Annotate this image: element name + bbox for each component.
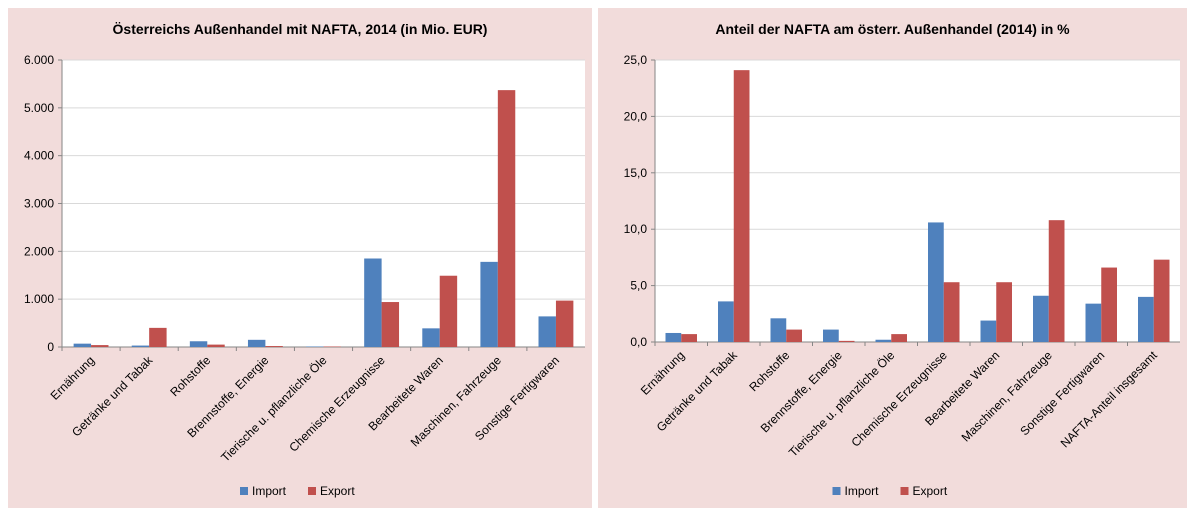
bar bbox=[91, 345, 108, 347]
y-tick-label: 20,0 bbox=[624, 109, 648, 123]
legend-swatch bbox=[308, 487, 316, 495]
bar bbox=[480, 262, 497, 347]
bar bbox=[382, 302, 399, 347]
bar bbox=[823, 330, 839, 342]
y-tick-label: 0 bbox=[47, 340, 54, 354]
bar bbox=[734, 70, 750, 342]
chart-title: Österreichs Außenhandel mit NAFTA, 2014 … bbox=[113, 21, 488, 37]
bar bbox=[1049, 220, 1065, 342]
y-tick-label: 25,0 bbox=[624, 53, 648, 67]
y-tick-label: 0,0 bbox=[630, 335, 647, 349]
legend-swatch bbox=[833, 487, 841, 495]
bar bbox=[1154, 260, 1170, 342]
bar bbox=[996, 282, 1012, 342]
bar bbox=[556, 301, 573, 347]
bar bbox=[248, 340, 265, 347]
bar bbox=[364, 259, 381, 347]
y-tick-label: 15,0 bbox=[624, 166, 648, 180]
bar bbox=[1086, 304, 1102, 342]
legend-label: Import bbox=[252, 484, 287, 498]
bar bbox=[498, 90, 515, 347]
bar bbox=[876, 340, 892, 342]
legend-label: Export bbox=[320, 484, 355, 498]
bar bbox=[944, 282, 960, 342]
bar bbox=[440, 276, 457, 347]
bar bbox=[132, 346, 149, 347]
y-tick-label: 5.000 bbox=[24, 101, 54, 115]
legend-label: Export bbox=[913, 484, 948, 498]
chart-title: Anteil der NAFTA am österr. Außenhandel … bbox=[715, 21, 1070, 37]
bar bbox=[718, 301, 734, 342]
bar bbox=[981, 321, 997, 342]
bar bbox=[891, 334, 907, 342]
bar bbox=[265, 346, 282, 347]
legend-swatch bbox=[240, 487, 248, 495]
y-tick-label: 5,0 bbox=[630, 279, 647, 293]
bar bbox=[539, 316, 556, 347]
bar bbox=[786, 330, 802, 342]
bar bbox=[149, 328, 166, 347]
bar bbox=[74, 344, 91, 347]
y-tick-label: 1.000 bbox=[24, 292, 54, 306]
legend-swatch bbox=[901, 487, 909, 495]
bar bbox=[666, 333, 682, 342]
y-tick-label: 4.000 bbox=[24, 149, 54, 163]
bar bbox=[422, 328, 439, 347]
bar bbox=[681, 334, 697, 342]
y-tick-label: 10,0 bbox=[624, 222, 648, 236]
bar bbox=[1033, 296, 1049, 342]
bar bbox=[1101, 268, 1117, 342]
bar bbox=[839, 341, 855, 342]
bar bbox=[190, 341, 207, 347]
y-tick-label: 6.000 bbox=[24, 53, 54, 67]
legend-label: Import bbox=[845, 484, 880, 498]
y-tick-label: 3.000 bbox=[24, 197, 54, 211]
y-tick-label: 2.000 bbox=[24, 244, 54, 258]
bar bbox=[207, 345, 224, 347]
bar bbox=[928, 222, 944, 342]
bar bbox=[1138, 297, 1154, 342]
bar bbox=[771, 318, 787, 342]
